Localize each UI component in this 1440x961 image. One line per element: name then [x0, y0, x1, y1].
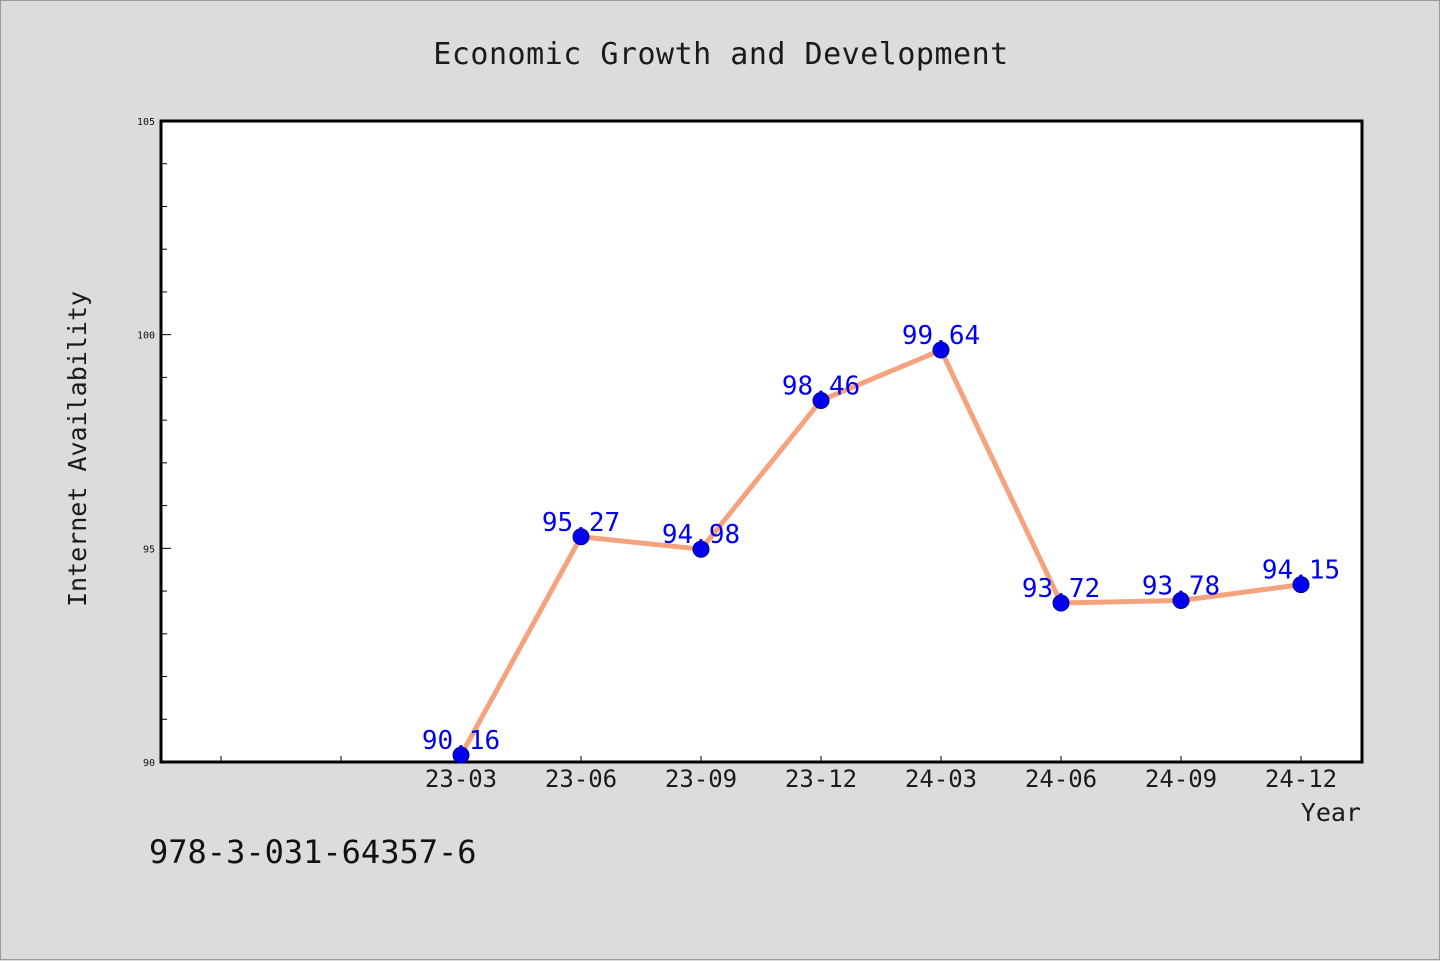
data-label: 95.27 — [542, 508, 620, 538]
y-tick-label: 105 — [137, 117, 155, 128]
x-tick-label: 23-12 — [785, 765, 857, 793]
data-point — [452, 746, 470, 764]
data-label: 99.64 — [902, 321, 980, 351]
data-point — [572, 528, 590, 546]
x-tick-label: 23-03 — [425, 765, 497, 793]
data-point — [1172, 591, 1190, 609]
data-label: 94.98 — [662, 520, 740, 550]
y-axis-title: Internet Availability — [63, 291, 92, 607]
data-label: 93.78 — [1142, 571, 1220, 601]
data-label: 94.15 — [1262, 556, 1340, 586]
x-axis: 23-03 23-06 23-09 23-12 24-03 24-06 24-09 24-12 — [220, 756, 1337, 793]
series-layer — [452, 341, 1310, 764]
series-line — [458, 347, 1304, 758]
data-label: 98.46 — [782, 371, 860, 401]
data-point — [932, 341, 950, 359]
data-point — [1292, 576, 1310, 594]
x-axis-title: Year — [1301, 798, 1361, 827]
x-tick-label: 24-06 — [1025, 765, 1097, 793]
y-tick-label: 100 — [137, 331, 155, 342]
data-point — [692, 540, 710, 558]
data-labels: 90.16 95.27 94.98 98.46 99.64 93.72 93.78 94.15 — [422, 321, 1340, 756]
y-tick-label: 90 — [143, 758, 155, 769]
data-point — [812, 391, 830, 409]
x-tick-label: 24-03 — [905, 765, 977, 793]
plot-area — [159, 119, 1364, 764]
chart-title: Economic Growth and Development — [433, 37, 1008, 72]
y-axis: 90 95 100 105 — [137, 117, 171, 769]
x-tick-label: 24-09 — [1145, 765, 1217, 793]
y-tick-label: 95 — [143, 544, 155, 555]
book-identifier: 978-3-031-64357-6 — [149, 833, 477, 871]
x-tick-label: 23-09 — [665, 765, 737, 793]
data-label: 90.16 — [422, 726, 500, 756]
data-point — [1052, 594, 1070, 612]
data-label: 93.72 — [1022, 574, 1100, 604]
x-tick-label: 24-12 — [1265, 765, 1337, 793]
x-tick-label: 23-06 — [545, 765, 617, 793]
